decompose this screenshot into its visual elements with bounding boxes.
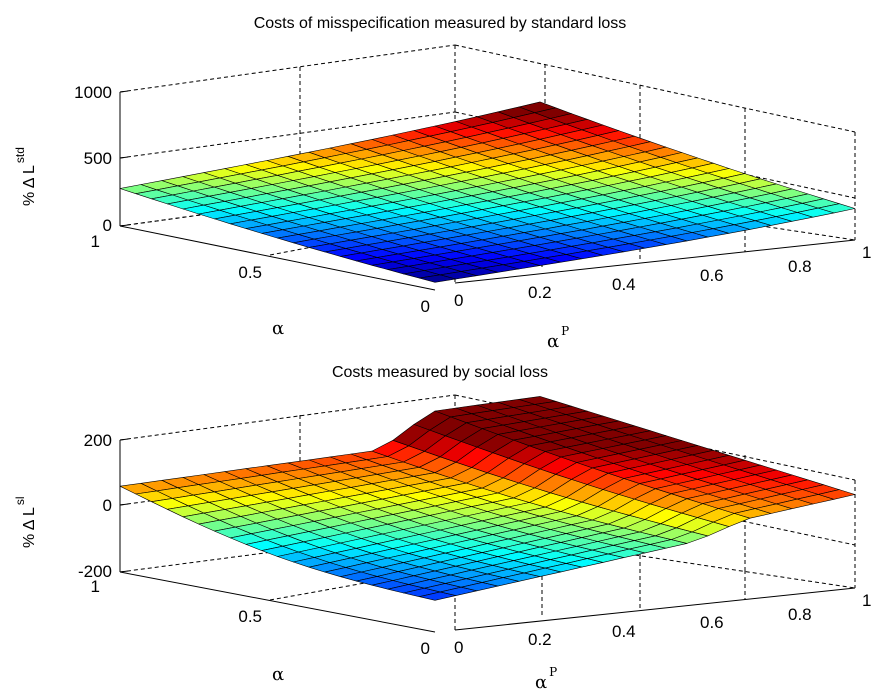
x-tick-label: 0.5 [238,607,262,626]
y-tick-label: 0.8 [788,605,812,624]
y-tick-label: 0.8 [788,257,812,276]
grid-line [454,179,856,241]
x-axis-label: α [272,318,284,339]
y-tick-label: 0.6 [700,613,724,632]
z-tick-mark [119,156,129,159]
z-axis-label-base: % Δ L [21,507,38,548]
y-tick-label: 0.6 [700,266,724,285]
plot-social-loss: Costs measured by social loss [13,364,871,693]
z-axis-label: % Δ L sl [13,496,38,548]
surface-cell [817,489,856,500]
z-tick-label: 500 [84,149,112,168]
z-tick-mark [119,438,129,441]
z-tick-label: 1000 [74,83,112,102]
y-axis-line [454,587,856,631]
grid-line [119,111,456,159]
y-axis-label-sup: P [561,324,569,338]
axes-edges [119,92,856,291]
axes-edges [119,440,856,633]
y-ticks: 0 0.2 0.4 0.6 0.8 1 [454,591,871,657]
y-tick-label: 0.4 [612,275,636,294]
x-tick-label: 0 [421,639,430,658]
z-tick-mark [119,570,129,573]
grid-line [454,44,856,133]
y-ticks: 0 0.2 0.4 0.6 0.8 1 [454,243,871,310]
z-tick-label: 0 [103,496,112,515]
z-tick-label: 200 [84,431,112,450]
grid-line [119,394,456,441]
y-tick-label: 0.2 [528,630,552,649]
z-tick-mark [119,503,129,506]
plot-standard-loss: Costs of misspecification measured by st… [13,15,871,352]
surface-mesh [119,101,856,283]
z-axis-label-base: % Δ L [21,165,38,206]
surface-mesh [119,396,856,601]
z-axis-label-sup: sl [13,496,27,505]
surface-cell [817,203,856,214]
chart-title: Costs measured by social loss [332,364,548,381]
x-axis-label: α [272,664,284,685]
x-axis-line [119,225,436,291]
grid-line [119,44,456,93]
z-axis-label-sup: std [13,147,27,163]
z-ticks: 1000 500 0 [74,83,129,235]
y-axis-label-sup: P [549,665,557,679]
y-axis-label-base: α [547,331,559,352]
z-axis-label: % Δ L std [13,147,38,206]
grid-line [454,527,856,589]
chart-title: Costs of misspecification measured by st… [254,15,627,32]
z-tick-mark [119,224,129,227]
x-ticks: 1 0.5 0 [91,232,430,316]
x-tick-label: 1 [91,232,100,251]
x-axis-line [119,571,436,633]
x-tick-label: 0.5 [238,263,262,282]
y-tick-label: 1 [862,591,871,610]
y-axis-label-base: α [535,672,547,693]
x-tick-label: 1 [91,577,100,596]
y-tick-label: 0.4 [612,622,636,641]
x-tick-label: 0 [421,297,430,316]
z-tick-mark [119,90,129,93]
y-tick-label: 0 [454,638,463,657]
z-tick-label: -200 [78,562,112,581]
z-ticks: 200 0 -200 [78,431,129,581]
z-tick-label: 0 [103,216,112,235]
x-ticks: 1 0.5 0 [91,577,430,658]
y-tick-label: 0.2 [528,283,552,302]
y-axis-line [454,239,856,284]
y-tick-label: 0 [454,291,463,310]
y-tick-label: 1 [862,243,871,262]
